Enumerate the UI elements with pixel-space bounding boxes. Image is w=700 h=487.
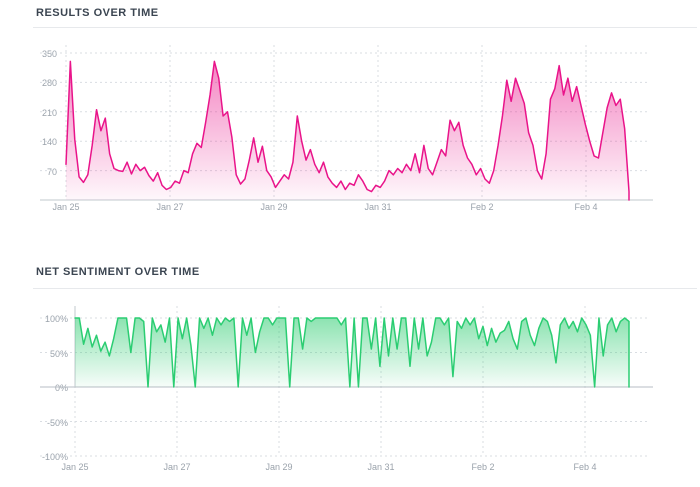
y-axis-tick-label: 70 [46,166,57,177]
x-axis-tick-label: Jan 25 [61,462,89,472]
y-axis-tick-label: -50% [46,417,68,428]
x-axis-tick-label: Jan 27 [163,462,191,472]
x-axis-tick-label: Feb 2 [471,462,495,472]
y-axis-tick-label: 100% [44,314,68,324]
x-axis-tick-label: Jan 25 [52,202,80,212]
y-axis-tick-label: 140 [41,137,57,148]
results-chart-title: RESULTS OVER TIME [36,7,159,19]
x-axis-tick-label: Jan 29 [265,462,293,472]
y-axis-tick-label: 50% [49,348,68,359]
y-axis-tick-label: 210 [41,107,57,118]
x-axis-tick-label: Jan 31 [364,202,392,212]
x-axis-tick-label: Jan 31 [367,462,395,472]
sentiment-chart-title: NET SENTIMENT OVER TIME [36,266,200,278]
x-axis-tick-label: Feb 4 [574,202,598,212]
y-axis-tick-label: -100% [41,452,68,462]
results-section-divider [33,27,697,28]
sentiment-section-divider [33,288,697,289]
x-axis-tick-label: Jan 29 [260,202,288,212]
y-axis-tick-label: 0% [54,383,68,393]
x-axis-tick-label: Feb 4 [573,462,597,472]
x-axis-tick-label: Feb 2 [470,202,494,212]
x-axis-tick-label: Jan 27 [156,202,184,212]
y-axis-tick-label: 280 [41,78,57,89]
y-axis-tick-label: 350 [41,49,57,59]
